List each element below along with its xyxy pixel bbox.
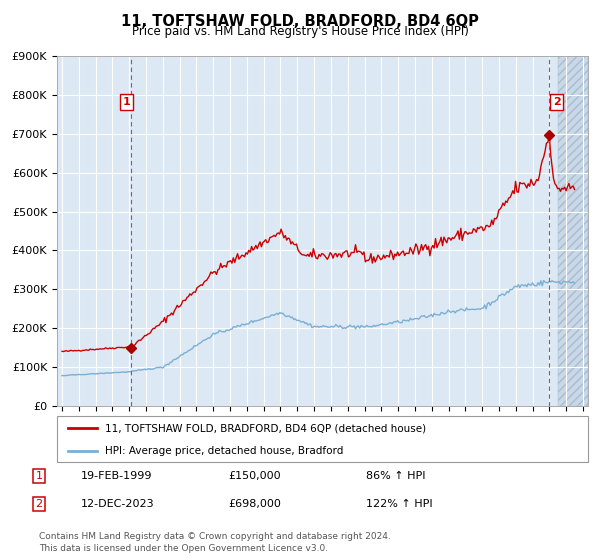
Text: 12-DEC-2023: 12-DEC-2023 [81,499,155,509]
Text: HPI: Average price, detached house, Bradford: HPI: Average price, detached house, Brad… [105,446,343,455]
Text: 1: 1 [35,471,43,481]
Text: 1: 1 [123,97,131,107]
FancyBboxPatch shape [57,416,588,462]
Text: Contains HM Land Registry data © Crown copyright and database right 2024.
This d: Contains HM Land Registry data © Crown c… [39,533,391,553]
Text: 11, TOFTSHAW FOLD, BRADFORD, BD4 6QP (detached house): 11, TOFTSHAW FOLD, BRADFORD, BD4 6QP (de… [105,423,426,433]
Text: 19-FEB-1999: 19-FEB-1999 [81,471,152,481]
Text: 2: 2 [35,499,43,509]
Text: £698,000: £698,000 [228,499,281,509]
Text: Price paid vs. HM Land Registry's House Price Index (HPI): Price paid vs. HM Land Registry's House … [131,25,469,38]
Text: 86% ↑ HPI: 86% ↑ HPI [366,471,425,481]
Text: 11, TOFTSHAW FOLD, BRADFORD, BD4 6QP: 11, TOFTSHAW FOLD, BRADFORD, BD4 6QP [121,14,479,29]
Text: 2: 2 [553,97,560,107]
Text: £150,000: £150,000 [228,471,281,481]
Text: 122% ↑ HPI: 122% ↑ HPI [366,499,433,509]
